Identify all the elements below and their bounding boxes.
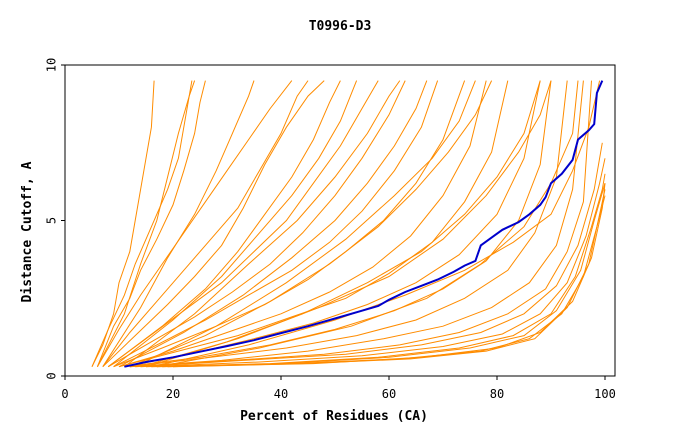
x-tick-label-2: 40 [274,387,288,401]
background-series-line-29 [140,80,541,368]
y-axis-label: Distance Cutoff, A [20,161,35,302]
background-series-line-7 [107,80,379,368]
background-series-line-2 [91,80,193,367]
background-series-line-33 [124,80,401,368]
background-series-line-25 [107,80,341,368]
background-series-line-15 [129,80,568,368]
curves-layer [91,80,606,368]
background-series-line-28 [129,80,493,368]
background-series-line-36 [156,80,579,368]
background-series-line-9 [113,80,439,368]
x-axis-label: Percent of Residues (CA) [240,409,428,424]
background-series-line-35 [145,80,552,368]
background-series-line-5 [102,80,309,368]
x-tick-label-5: 100 [594,387,616,401]
x-tick-label-1: 20 [166,387,180,401]
background-series-line-6 [102,80,325,368]
x-tick-label-0: 0 [61,387,68,401]
background-series-line-8 [107,80,406,368]
background-series-line-20 [151,173,606,368]
background-series-line-24 [172,183,606,368]
background-series-line-14 [124,80,552,368]
background-series-line-11 [118,80,487,368]
y-tick-label-0: 0 [45,372,59,379]
highlight-series-line [124,80,604,368]
y-axis: 0 5 10 [45,58,65,380]
background-series-line-17 [135,80,592,368]
background-series-line-16 [129,80,584,368]
background-series-line-30 [151,80,601,368]
background-series-line-26 [113,80,358,368]
background-series-line-4 [96,80,293,367]
background-series-line-32 [102,80,255,367]
y-tick-label-1: 5 [45,217,59,224]
background-series-line-18 [140,142,603,368]
x-tick-label-3: 60 [382,387,396,401]
background-series-line-27 [118,80,428,368]
x-axis: 0 20 40 60 80 100 [61,376,616,401]
background-series-line-31 [96,80,196,367]
background-series-line-19 [145,158,606,368]
y-tick-label-2: 10 [45,58,59,72]
background-series-line-21 [156,183,606,368]
x-tick-label-4: 80 [490,387,504,401]
background-series-line-3 [96,80,206,367]
chart-title: T0996-D3 [309,19,372,34]
background-series-line-13 [124,80,541,368]
background-series-line-34 [134,80,476,368]
